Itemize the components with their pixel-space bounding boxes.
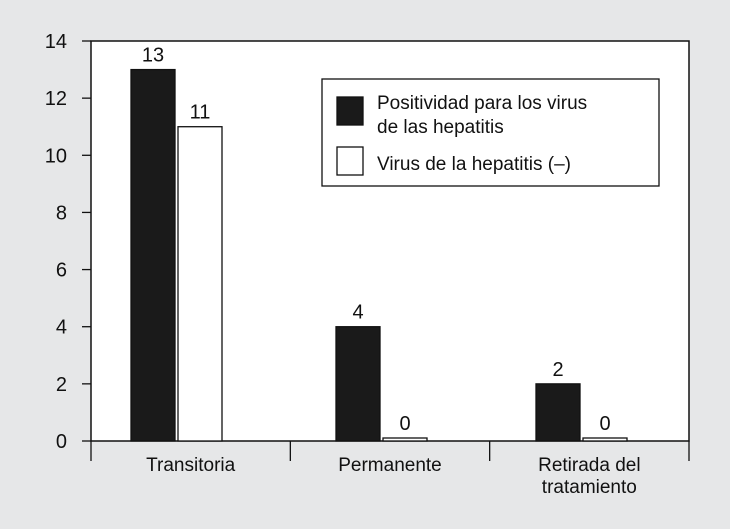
legend: Positividad para los virus de las hepatit… bbox=[321, 78, 660, 187]
bar-value-label: 0 bbox=[399, 413, 410, 435]
x-axis: Transitoria Permanente Retirada deltratami… bbox=[90, 441, 690, 498]
y-tick-label: 12 bbox=[45, 88, 67, 110]
legend-label: Virus de la hepatitis (–) bbox=[377, 154, 571, 175]
x-tick-label: Retirada del bbox=[538, 455, 640, 476]
x-tick-label: Transitoria bbox=[146, 455, 235, 476]
bar-value-label: 4 bbox=[352, 302, 363, 324]
legend-swatch bbox=[336, 146, 364, 176]
bar-value-label: 0 bbox=[599, 413, 610, 435]
bars bbox=[130, 68, 628, 442]
bar-negative bbox=[177, 126, 223, 442]
bar-positive bbox=[130, 68, 176, 442]
y-tick-label: 4 bbox=[56, 317, 67, 339]
bar-positive bbox=[335, 326, 381, 442]
bar-value-label: 11 bbox=[190, 102, 211, 124]
y-tick-label: 2 bbox=[56, 374, 67, 396]
legend-label: Positividad para los virus bbox=[377, 93, 587, 114]
y-tick-label: 10 bbox=[45, 145, 67, 167]
y-tick-label: 0 bbox=[56, 431, 67, 453]
bar-value-label: 2 bbox=[552, 359, 563, 381]
legend-swatch bbox=[336, 96, 364, 126]
bar-negative bbox=[582, 437, 628, 442]
x-tick-label: Permanente bbox=[338, 455, 442, 476]
legend-box bbox=[321, 78, 660, 187]
y-tick-label: 8 bbox=[56, 202, 67, 224]
bar-value-label: 13 bbox=[142, 45, 164, 67]
y-tick-label: 14 bbox=[45, 31, 67, 53]
y-tick-label: 6 bbox=[56, 260, 67, 282]
y-axis: 0 2 4 6 8 10 12 14 bbox=[45, 31, 91, 453]
bar-negative bbox=[382, 437, 428, 442]
data-labels: 13 4 2 11 0 0 bbox=[142, 45, 611, 435]
legend-label: de las hepatitis bbox=[377, 117, 504, 138]
bar-positive bbox=[535, 383, 581, 442]
x-tick-label: tratamiento bbox=[542, 477, 637, 498]
